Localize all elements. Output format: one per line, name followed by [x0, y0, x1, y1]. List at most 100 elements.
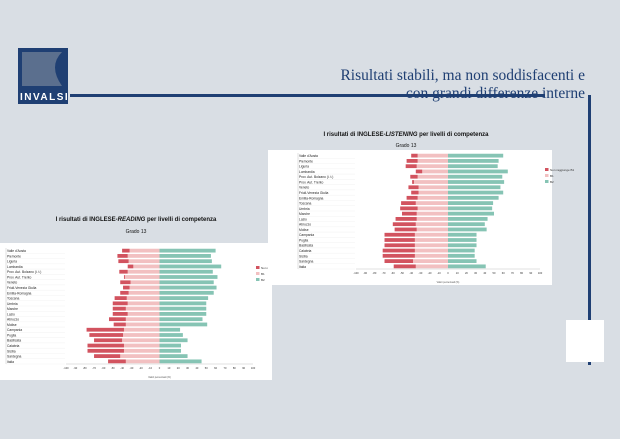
- reading-bar-b1: [124, 275, 160, 279]
- listening-bar-non-b1: [394, 227, 417, 232]
- reading-bar-b1: [123, 348, 160, 353]
- listening-bar-b2: [448, 211, 494, 216]
- reading-bar-non-b1: [117, 254, 128, 258]
- reading-bar-non-b1: [108, 359, 126, 364]
- reading-bar-non-b1: [113, 322, 126, 327]
- reading-category-label: Abruzzo: [7, 318, 19, 322]
- reading-chart-title: I risultati di INGLESE-READING per livel…: [56, 217, 217, 223]
- listening-bar-b2: [448, 195, 499, 200]
- reading-legend-swatch: [256, 278, 260, 281]
- reading-bar-non-b1: [120, 290, 129, 295]
- reading-bar-b2: [159, 327, 181, 332]
- listening-x-tick-label: 50: [493, 271, 496, 275]
- reading-x-tick-label: 90: [242, 366, 245, 370]
- reading-category-label: Toscana: [7, 297, 19, 301]
- listening-bar-non-b1: [411, 190, 419, 195]
- listening-category-label: Valle d'Aosta: [299, 154, 318, 158]
- listening-bar-non-b1: [384, 259, 414, 263]
- listening-bar-b1: [415, 264, 448, 269]
- reading-bar-b1: [127, 301, 160, 306]
- listening-x-tick-label: -40: [409, 271, 413, 275]
- listening-bar-non-b1: [406, 195, 418, 200]
- reading-category-label: Molise: [7, 323, 17, 327]
- reading-category-label: Campania: [7, 328, 22, 332]
- listening-bar-non-b1: [401, 201, 416, 205]
- listening-bar-non-b1: [384, 243, 415, 248]
- listening-bar-b1: [416, 164, 448, 169]
- listening-x-tick-label: -10: [437, 271, 441, 275]
- reading-x-tick-label: 30: [186, 366, 189, 370]
- listening-bar-b1: [417, 195, 448, 200]
- reading-bar-b1: [125, 317, 160, 322]
- listening-bar-b1: [414, 248, 448, 253]
- reading-x-tick-label: -60: [102, 366, 106, 370]
- reading-bar-b2: [159, 301, 207, 306]
- listening-chart-subtitle: Grado 13: [396, 143, 417, 149]
- listening-category-label: Liguria: [299, 165, 309, 169]
- listening-bar-non-b1: [393, 264, 416, 269]
- reading-bar-b2: [159, 290, 214, 295]
- listening-category-label: Sicilia: [299, 254, 308, 258]
- listening-bar-b2: [448, 253, 475, 258]
- listening-bar-b2: [448, 153, 504, 158]
- listening-bar-non-b1: [402, 211, 417, 216]
- listening-legend-label: Non raggiunge B1: [550, 168, 575, 172]
- reading-category-label: Valle d'Aosta: [7, 249, 26, 253]
- reading-bar-non-b1: [87, 343, 124, 348]
- reading-bar-b2: [159, 333, 183, 337]
- listening-bar-b1: [417, 174, 448, 179]
- listening-bar-non-b1: [412, 180, 414, 184]
- listening-bar-non-b1: [384, 232, 415, 237]
- reading-bar-b1: [127, 269, 160, 274]
- reading-bar-b1: [126, 296, 160, 300]
- reading-category-label: Puglia: [7, 333, 16, 337]
- listening-legend-swatch: [545, 168, 549, 171]
- listening-bar-b2: [448, 180, 505, 184]
- listening-legend-label: B2: [550, 180, 554, 184]
- listening-category-label: Toscana: [299, 202, 311, 206]
- listening-bar-b1: [418, 185, 448, 190]
- reading-category-label: Umbria: [7, 302, 18, 306]
- listening-category-label: Sardegna: [299, 260, 313, 264]
- listening-x-tick-label: -50: [400, 271, 404, 275]
- listening-bar-b1: [417, 206, 448, 211]
- reading-bar-non-b1: [112, 306, 126, 311]
- listening-x-tick-label: -100: [353, 271, 359, 275]
- reading-bar-b1: [125, 306, 160, 311]
- reading-legend-swatch: [256, 272, 260, 275]
- reading-category-label: Prov. Aut. Bolzano (i. t.): [7, 270, 41, 274]
- listening-bar-b2: [448, 164, 498, 169]
- listening-category-label: Molise: [299, 228, 309, 232]
- listening-bar-b2: [448, 169, 508, 174]
- listening-x-tick-label: 90: [529, 271, 532, 275]
- listening-bar-b2: [448, 174, 503, 179]
- listening-bar-b1: [414, 253, 448, 258]
- listening-category-label: Calabria: [299, 249, 311, 253]
- listening-category-label: Campania: [299, 233, 314, 237]
- listening-legend-swatch: [545, 174, 549, 177]
- listening-bar-b2: [448, 159, 499, 163]
- reading-bar-b2: [159, 343, 182, 348]
- listening-bar-b2: [448, 201, 494, 205]
- reading-x-tick-label: 70: [224, 366, 227, 370]
- listening-category-label: Lazio: [299, 217, 307, 221]
- listening-bar-b1: [414, 232, 448, 237]
- reading-legend-label: B2: [261, 278, 265, 282]
- listening-bar-b1: [413, 180, 448, 184]
- listening-category-label: Veneto: [299, 186, 309, 190]
- listening-x-tick-label: 70: [511, 271, 514, 275]
- reading-bar-b1: [127, 312, 160, 316]
- reading-bar-non-b1: [94, 338, 123, 343]
- reading-category-label: Friuli-Venezia Giulia: [7, 286, 36, 290]
- listening-bar-b1: [416, 211, 448, 216]
- reading-bar-non-b1: [109, 317, 126, 322]
- reading-bar-non-b1: [123, 275, 125, 279]
- reading-bar-b1: [123, 343, 160, 348]
- reading-x-tick-label: -40: [120, 366, 124, 370]
- reading-bar-b2: [159, 285, 217, 290]
- listening-bar-b1: [416, 217, 448, 221]
- reading-bar-b1: [125, 359, 160, 364]
- reading-x-tick-label: 50: [205, 366, 208, 370]
